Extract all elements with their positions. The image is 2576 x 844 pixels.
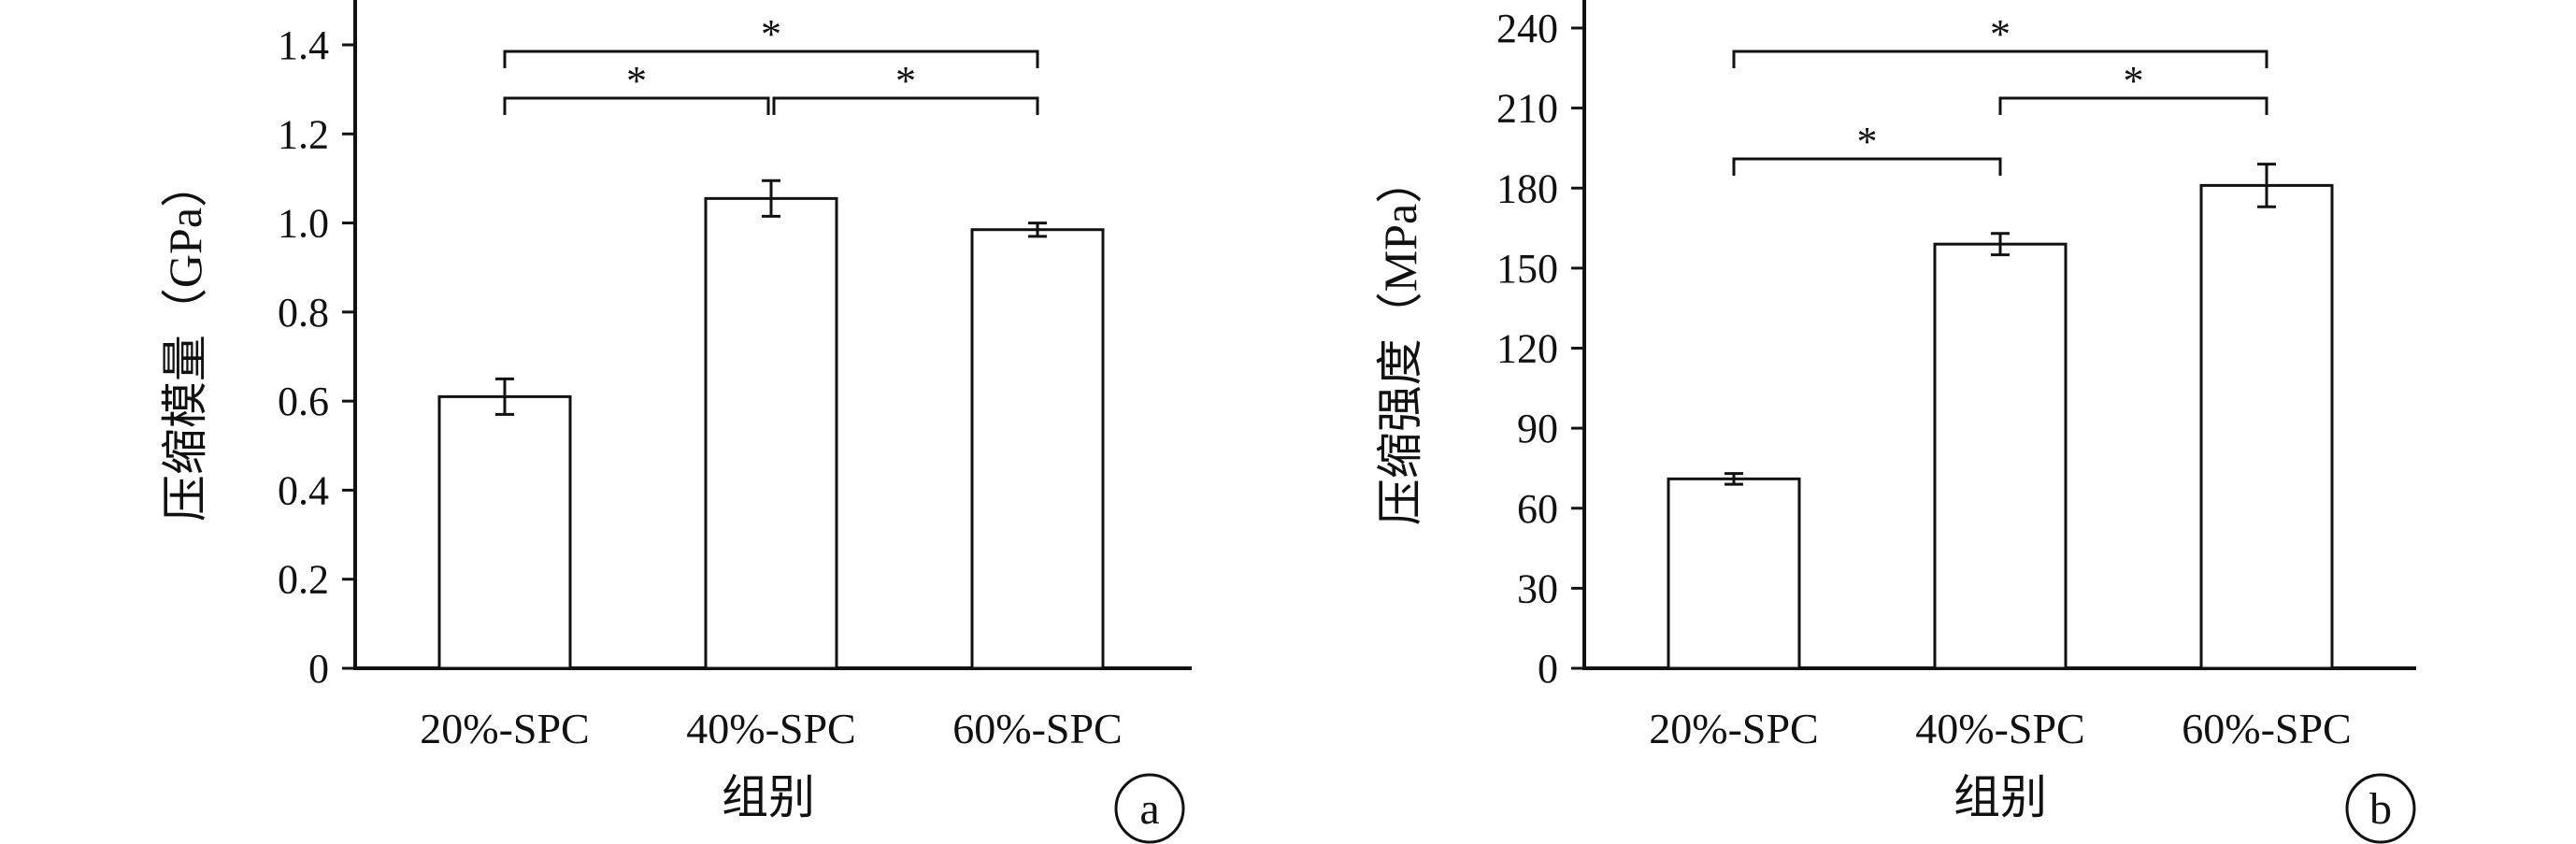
chart-panel-b: 0 30 60 90 120 150 180 210 240 20%-SPC 40%-SPC 60%-… [1374, 0, 2416, 844]
significance-bracket [1732, 157, 2002, 176]
y-tick-label: 90 [1517, 406, 1558, 451]
significance-star: * [895, 58, 916, 104]
significance-star: * [2124, 58, 2144, 104]
y-axis-label: 压缩强度（MPa） [1374, 157, 1426, 525]
significance-bracket [772, 96, 1039, 115]
y-tick-label: 1.0 [278, 201, 329, 247]
x-tick-label: 60%-SPC [952, 705, 1122, 752]
panel-label-circle [2345, 773, 2416, 844]
x-tick-label: 40%-SPC [686, 705, 855, 752]
y-tick-label: 0.4 [278, 467, 329, 513]
bar-60%-SPC [970, 228, 1105, 670]
significance-star: * [626, 58, 647, 104]
significance-bracket [503, 96, 770, 115]
x-tick-label: 60%-SPC [2182, 705, 2351, 752]
panel-label: a [1139, 784, 1159, 834]
bar-20%-SPC [437, 394, 572, 670]
y-tick-label: 0 [308, 646, 329, 692]
y-tick-label: 180 [1496, 165, 1558, 211]
bar-20%-SPC [1667, 477, 1801, 670]
y-tick-label: 60 [1517, 486, 1558, 532]
y-tick-label: 240 [1496, 6, 1558, 51]
significance-bracket [1732, 50, 2268, 68]
x-tick-label: 20%-SPC [1649, 705, 1818, 752]
chart-panel-a: 0 0.2 0.4 0.6 0.8 1.0 1.2 1.4 20%-SPC 40%-SPC 60%-… [159, 0, 1192, 844]
y-tick-label: 0 [1538, 646, 1558, 692]
y-tick-label: 30 [1517, 565, 1558, 611]
y-tick-label: 0.8 [278, 290, 329, 336]
panel-label: b [2369, 784, 2392, 834]
x-tick-label: 40%-SPC [1915, 705, 2084, 752]
y-tick-label: 0.2 [278, 557, 329, 603]
y-tick-label: 120 [1496, 326, 1558, 372]
bar-40%-SPC [1933, 242, 2068, 670]
x-axis-label: 组别 [722, 771, 815, 823]
y-tick-label: 1.4 [278, 22, 329, 68]
y-tick-label: 1.2 [278, 111, 329, 157]
significance-star: * [761, 11, 781, 57]
significance-star: * [1990, 11, 2011, 57]
y-tick-label: 210 [1496, 86, 1558, 132]
x-axis-label: 组别 [1953, 771, 2047, 823]
significance-bracket [503, 50, 1039, 68]
y-tick-label: 150 [1496, 246, 1558, 292]
y-tick-label: 0.6 [278, 379, 329, 424]
panel-label-circle [1114, 773, 1185, 844]
y-axis-label: 压缩模量（GPa） [159, 161, 211, 522]
significance-star: * [1857, 119, 1878, 165]
bar-40%-SPC [704, 196, 838, 670]
significance-bracket [1998, 96, 2268, 115]
bar-60%-SPC [2199, 183, 2334, 670]
x-tick-label: 20%-SPC [420, 705, 589, 752]
